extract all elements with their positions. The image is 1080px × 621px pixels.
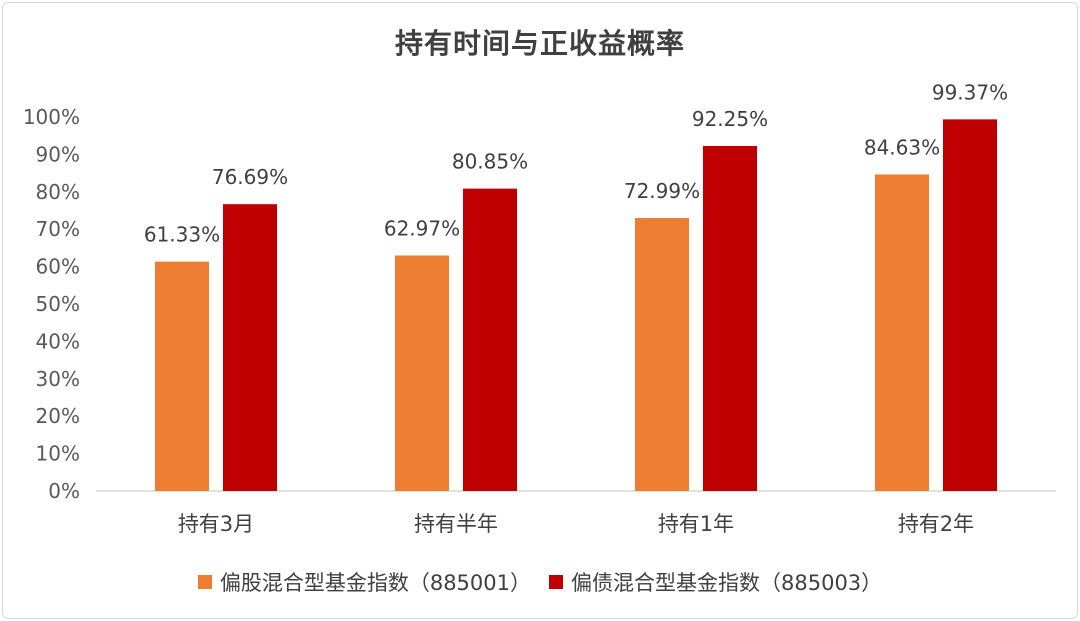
y-tick-label: 50% [36,292,80,316]
bar-equity [635,218,689,491]
legend-swatch-equity [197,575,212,589]
legend-swatch-bond [549,575,563,589]
bar-bond [943,119,997,491]
data-label: 84.63% [864,135,940,159]
data-label: 80.85% [452,150,528,174]
data-label: 92.25% [692,107,768,131]
legend-label-equity: 偏股混合型基金指数（885001） [219,571,531,595]
legend: 偏股混合型基金指数（885001） 偏债混合型基金指数（885003） [0,567,1080,597]
category-label: 持有半年 [414,512,498,536]
category-label: 持有1年 [658,512,734,536]
category-label: 持有2年 [898,512,974,536]
chart-title: 持有时间与正收益概率 [394,27,685,60]
legend-label-bond: 偏债混合型基金指数（885003） [571,571,883,595]
data-label: 99.37% [932,80,1008,104]
bar-bond [703,145,757,492]
y-tick-label: 0% [48,479,80,503]
bar-equity [155,261,209,491]
y-tick-label: 40% [36,329,80,353]
y-tick-label: 60% [36,255,80,279]
y-tick-label: 80% [36,180,80,204]
y-tick-label: 90% [36,142,80,166]
bar-bond [463,188,517,491]
y-tick-label: 20% [36,404,80,428]
category-label: 持有3月 [178,512,254,536]
bar-bond [223,204,277,492]
y-tick-label: 10% [36,442,80,466]
data-label: 72.99% [624,179,700,203]
legend-item-bond: 偏债混合型基金指数（885003） [549,567,882,597]
bar-equity [395,255,449,491]
y-tick-label: 100% [23,105,80,129]
data-label: 62.97% [384,216,460,240]
legend-item-equity: 偏股混合型基金指数（885001） [197,567,531,597]
y-tick-label: 30% [36,367,80,391]
data-label: 61.33% [144,223,220,247]
data-label: 76.69% [212,165,288,189]
y-tick-label: 70% [36,217,80,241]
bar-equity [875,174,929,491]
